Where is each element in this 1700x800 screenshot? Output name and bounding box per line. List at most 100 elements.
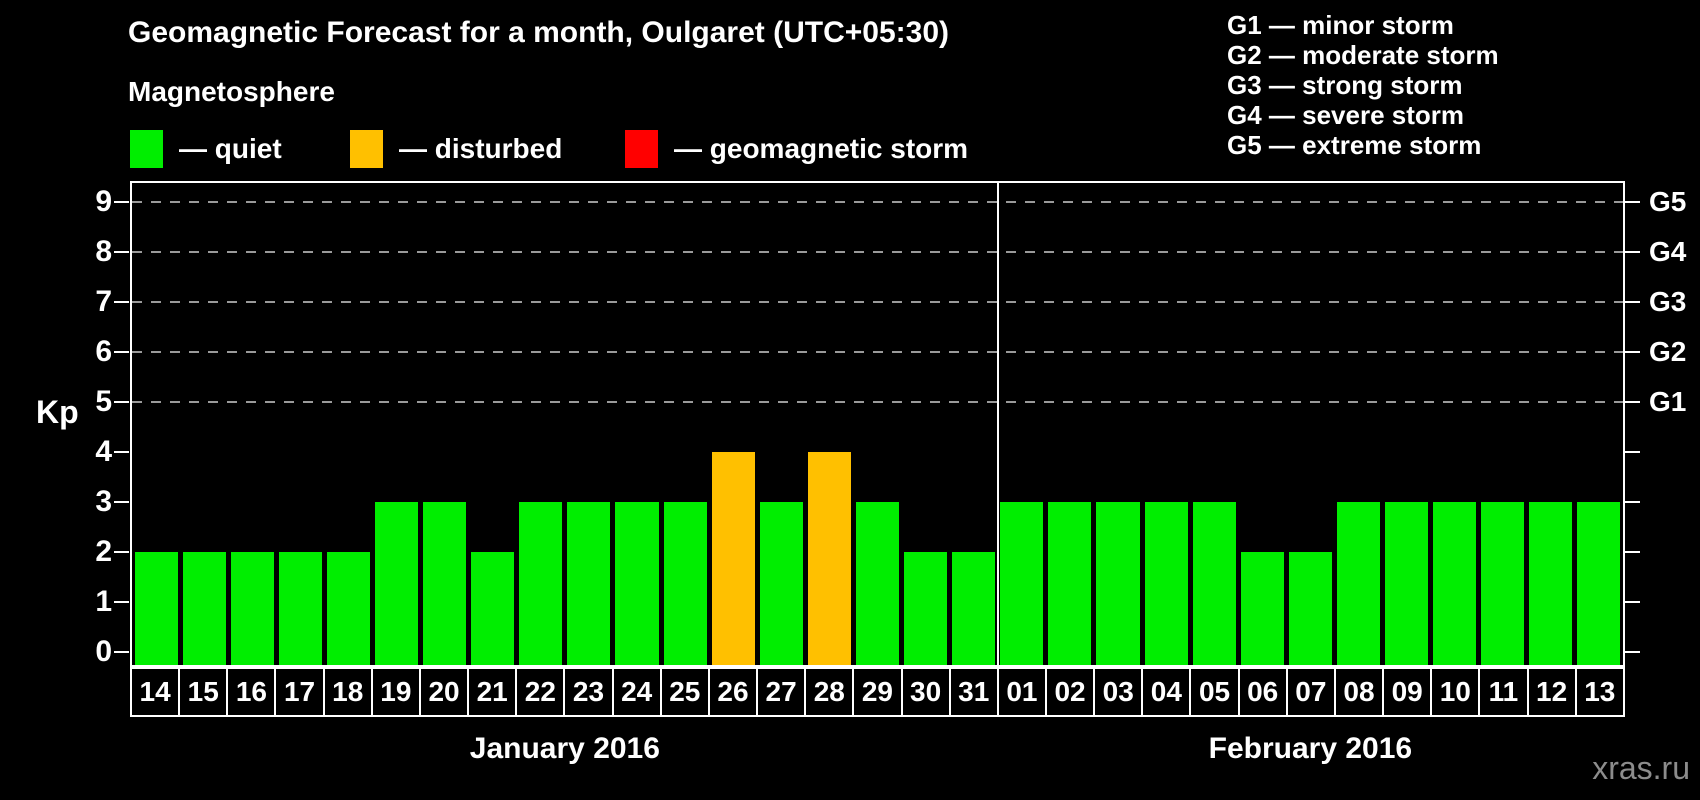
g5-legend-line: G5 — extreme storm — [1227, 130, 1482, 160]
kp-bar-january-18 — [326, 552, 370, 665]
left-tick-kp-2 — [114, 551, 129, 553]
day-cell-february-05: 05 — [1189, 667, 1240, 717]
left-tick-kp-5 — [114, 401, 129, 403]
day-cell-january-16: 16 — [226, 667, 277, 717]
kp-bar-february-07 — [1288, 552, 1332, 665]
legend-label-quiet: — quiet — [179, 133, 282, 164]
right-tick-kp-3 — [1625, 501, 1640, 503]
day-cell-february-13: 13 — [1574, 667, 1625, 717]
g4-legend-line: G4 — severe storm — [1227, 100, 1465, 130]
y-tick-label-4: 4 — [95, 435, 112, 468]
legend-item-storm: — geomagnetic storm — [625, 128, 968, 170]
month-divider-line — [996, 183, 999, 665]
kp-bar-january-26 — [711, 452, 755, 665]
right-tick-kp-8 — [1625, 251, 1640, 253]
kp-bar-january-27 — [759, 502, 803, 665]
kp-bar-february-03 — [1096, 502, 1140, 665]
day-cell-february-09: 09 — [1382, 667, 1433, 717]
kp-bar-february-01 — [1000, 502, 1044, 665]
y-tick-label-0: 0 — [95, 635, 112, 668]
right-tick-kp-0 — [1625, 651, 1640, 653]
day-cell-february-11: 11 — [1478, 667, 1529, 717]
left-tick-kp-8 — [114, 251, 129, 253]
month-label-0: January 2016 — [469, 732, 660, 765]
legend-label-storm: — geomagnetic storm — [674, 133, 969, 164]
kp-bar-february-08 — [1336, 502, 1380, 665]
kp-bar-january-21 — [471, 552, 515, 665]
y-tick-label-7: 7 — [95, 285, 112, 318]
day-cell-january-23: 23 — [563, 667, 614, 717]
y-tick-label-8: 8 — [95, 235, 112, 268]
kp-bar-january-20 — [423, 502, 467, 665]
gridline-kp-9 — [132, 201, 1623, 203]
y-tick-label-2: 2 — [95, 535, 112, 568]
kp-bar-january-22 — [519, 502, 563, 665]
gridline-kp-6 — [132, 351, 1623, 353]
left-tick-kp-1 — [114, 601, 129, 603]
kp-bar-january-24 — [615, 502, 659, 665]
day-cell-february-10: 10 — [1430, 667, 1481, 717]
g3-legend-line: G3 — strong storm — [1227, 70, 1463, 100]
y-tick-label-1: 1 — [95, 585, 112, 618]
left-tick-kp-9 — [114, 201, 129, 203]
kp-bar-february-11 — [1481, 502, 1525, 665]
day-cell-february-12: 12 — [1526, 667, 1577, 717]
y-tick-label-3: 3 — [95, 485, 112, 518]
y-axis-title: Kp — [36, 394, 79, 430]
g-axis-label-g4: G4 — [1649, 236, 1687, 267]
kp-bar-february-02 — [1048, 502, 1092, 665]
kp-bar-january-17 — [278, 552, 322, 665]
g-axis-label-g5: G5 — [1649, 186, 1687, 217]
kp-bar-february-05 — [1192, 502, 1236, 665]
kp-bar-january-30 — [904, 552, 948, 665]
plot-area — [130, 181, 1625, 667]
g-scale-legend: G1 — minor storm G2 — moderate storm G3 … — [1227, 10, 1499, 160]
disturbed-color-swatch — [350, 130, 383, 168]
kp-bar-january-16 — [230, 552, 274, 665]
gridline-kp-7 — [132, 301, 1623, 303]
day-cell-february-02: 02 — [1044, 667, 1096, 717]
left-tick-kp-0 — [114, 651, 129, 653]
quiet-color-swatch — [130, 130, 163, 168]
day-cell-january-25: 25 — [659, 667, 710, 717]
month-label-1: February 2016 — [1208, 732, 1413, 765]
day-cell-january-21: 21 — [467, 667, 518, 717]
right-tick-kp-4 — [1625, 451, 1640, 453]
watermark: xras.ru — [1592, 750, 1690, 786]
kp-bar-february-09 — [1385, 502, 1429, 665]
day-cell-january-26: 26 — [707, 667, 759, 717]
day-cell-february-04: 04 — [1141, 667, 1192, 717]
kp-bar-february-06 — [1240, 552, 1284, 665]
y-tick-label-6: 6 — [95, 335, 112, 368]
kp-bar-january-29 — [855, 502, 900, 665]
right-tick-kp-5 — [1625, 401, 1640, 403]
kp-bar-january-25 — [663, 502, 707, 665]
gridline-kp-5 — [132, 401, 1623, 403]
kp-bar-january-23 — [567, 502, 611, 665]
right-tick-kp-6 — [1625, 351, 1640, 353]
kp-bar-january-14 — [134, 552, 178, 665]
day-cell-february-01: 01 — [996, 667, 1047, 717]
kp-bar-january-19 — [374, 502, 419, 665]
day-cell-january-22: 22 — [515, 667, 566, 717]
kp-bar-february-04 — [1144, 502, 1188, 665]
right-tick-kp-9 — [1625, 201, 1640, 203]
day-cell-january-31: 31 — [948, 667, 999, 717]
left-tick-kp-7 — [114, 301, 129, 303]
day-cell-january-19: 19 — [370, 667, 421, 717]
kp-bar-january-31 — [952, 552, 996, 665]
left-tick-kp-6 — [114, 351, 129, 353]
right-tick-kp-7 — [1625, 301, 1640, 303]
day-cell-january-24: 24 — [611, 667, 662, 717]
day-cell-january-28: 28 — [804, 667, 855, 717]
kp-bar-february-10 — [1433, 502, 1477, 665]
kp-bar-january-28 — [807, 452, 851, 665]
day-cell-january-14: 14 — [130, 667, 181, 717]
magnetosphere-subtitle: Magnetosphere — [128, 76, 335, 107]
page-title: Geomagnetic Forecast for a month, Oulgar… — [128, 16, 950, 49]
right-tick-kp-2 — [1625, 551, 1640, 553]
day-cell-february-07: 07 — [1285, 667, 1336, 717]
day-cell-january-30: 30 — [900, 667, 951, 717]
legend-label-disturbed: — disturbed — [399, 133, 563, 164]
day-cell-january-15: 15 — [178, 667, 229, 717]
